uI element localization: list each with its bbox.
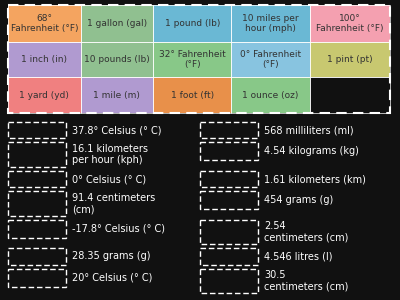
Bar (232, 5, 310, 42)
Bar (200, 191, 258, 209)
Bar (153, 42, 232, 77)
Text: 1 mile (m): 1 mile (m) (94, 91, 140, 100)
Bar (232, 77, 310, 113)
Bar (153, 5, 232, 42)
Text: 4.546 litres (l): 4.546 litres (l) (264, 251, 332, 261)
Bar (153, 42, 232, 77)
Bar (310, 77, 390, 113)
Text: 100°
Fahrenheit (°F): 100° Fahrenheit (°F) (316, 14, 384, 33)
Text: -17.8° Celsius (° C): -17.8° Celsius (° C) (72, 224, 165, 234)
Bar (153, 77, 232, 113)
Bar (200, 171, 258, 188)
Text: 91.4 centimeters
(cm): 91.4 centimeters (cm) (72, 193, 155, 214)
Text: 32° Fahrenheit
(°F): 32° Fahrenheit (°F) (159, 50, 226, 69)
Text: 1 inch (in): 1 inch (in) (21, 55, 67, 64)
Text: 1 pint (pt): 1 pint (pt) (327, 55, 373, 64)
Text: 568 milliliters (ml): 568 milliliters (ml) (264, 125, 354, 135)
Bar (8, 77, 80, 113)
Bar (232, 5, 310, 42)
Bar (8, 268, 66, 286)
Text: 1 yard (yd): 1 yard (yd) (19, 91, 69, 100)
Text: 0° Fahrenheit
(°F): 0° Fahrenheit (°F) (240, 50, 301, 69)
Bar (8, 220, 66, 238)
Bar (200, 220, 258, 244)
Text: 1 pound (lb): 1 pound (lb) (165, 19, 220, 28)
Bar (80, 77, 153, 113)
Bar (200, 122, 258, 139)
Bar (80, 42, 153, 77)
Bar (153, 77, 232, 113)
Text: 10 pounds (lb): 10 pounds (lb) (84, 55, 150, 64)
Bar (8, 42, 80, 77)
Bar (232, 42, 310, 77)
Bar (80, 5, 153, 42)
Bar (310, 5, 390, 42)
Bar (8, 142, 66, 167)
Text: 20° Celsius (° C): 20° Celsius (° C) (72, 273, 152, 283)
Text: 454 grams (g): 454 grams (g) (264, 195, 333, 206)
Bar (8, 248, 66, 265)
Text: 2.54
centimeters (cm): 2.54 centimeters (cm) (264, 221, 348, 243)
Bar (8, 42, 80, 77)
Bar (310, 42, 390, 77)
Bar (8, 122, 66, 139)
Bar (80, 42, 153, 77)
Text: 0° Celsius (° C): 0° Celsius (° C) (72, 174, 146, 184)
Bar (232, 42, 310, 77)
Text: 1 gallon (gal): 1 gallon (gal) (87, 19, 147, 28)
Bar (200, 142, 258, 160)
Bar (310, 5, 390, 42)
Bar (200, 268, 258, 293)
Text: 16.1 kilometers
per hour (kph): 16.1 kilometers per hour (kph) (72, 144, 148, 166)
Text: 1 ounce (oz): 1 ounce (oz) (242, 91, 299, 100)
Bar (8, 5, 390, 113)
Bar (310, 42, 390, 77)
Bar (80, 5, 153, 42)
Bar (8, 5, 80, 42)
Bar (232, 77, 310, 113)
Text: 30.5
centimeters (cm): 30.5 centimeters (cm) (264, 270, 348, 292)
Text: 37.8° Celsius (° C): 37.8° Celsius (° C) (72, 125, 162, 135)
Text: 68°
Fahrenheit (°F): 68° Fahrenheit (°F) (10, 14, 78, 33)
Bar (8, 191, 66, 216)
Text: 4.54 kilograms (kg): 4.54 kilograms (kg) (264, 146, 359, 157)
Text: 28.35 grams (g): 28.35 grams (g) (72, 251, 150, 261)
Bar (8, 171, 66, 188)
Text: 1 foot (ft): 1 foot (ft) (171, 91, 214, 100)
Bar (200, 248, 258, 265)
Bar (80, 77, 153, 113)
Bar (8, 77, 80, 113)
Text: 1.61 kilometers (km): 1.61 kilometers (km) (264, 174, 366, 184)
Bar (153, 5, 232, 42)
Bar (8, 5, 80, 42)
Bar (310, 77, 390, 113)
Text: 10 miles per
hour (mph): 10 miles per hour (mph) (242, 14, 299, 33)
